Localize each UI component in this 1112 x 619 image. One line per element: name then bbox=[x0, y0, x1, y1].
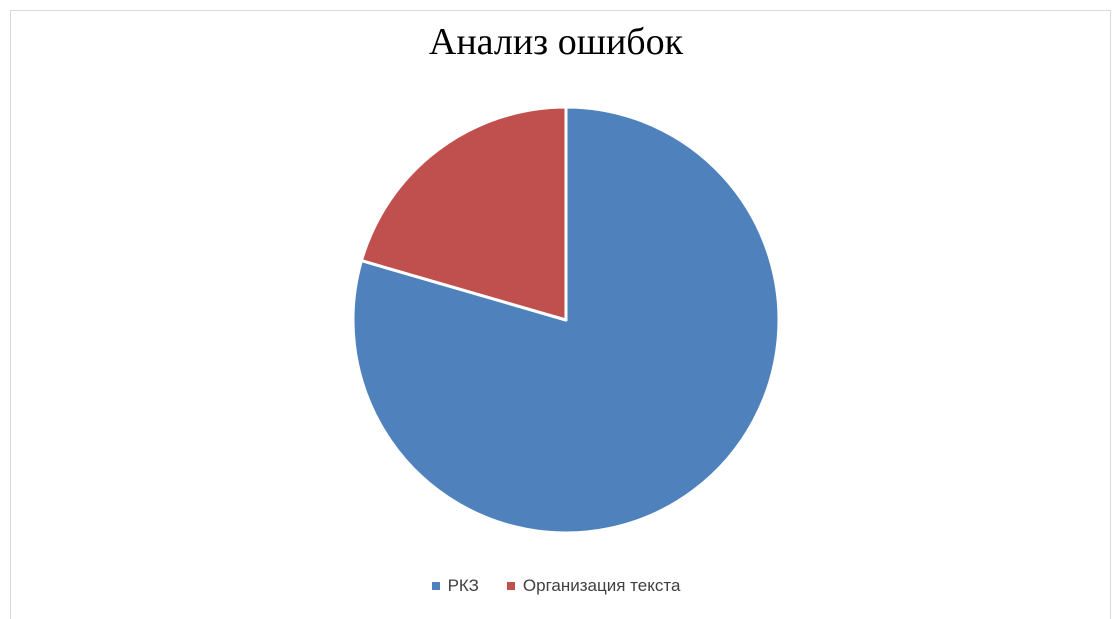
pie-slice-0 bbox=[351, 105, 781, 535]
chart-title: Анализ ошибок bbox=[428, 21, 684, 63]
legend-swatch-rkz bbox=[431, 582, 440, 590]
legend-item-text-organization: Организация текста bbox=[506, 576, 681, 596]
legend-label-text-organization: Организация текста bbox=[522, 576, 681, 595]
legend-item-rkz: РКЗ bbox=[431, 576, 479, 596]
legend-swatch-text-organization bbox=[506, 582, 515, 590]
pie-slice-1 bbox=[359, 105, 568, 322]
legend: РКЗ Организация текста bbox=[0, 576, 1112, 596]
legend-label-rkz: РКЗ bbox=[447, 576, 479, 595]
